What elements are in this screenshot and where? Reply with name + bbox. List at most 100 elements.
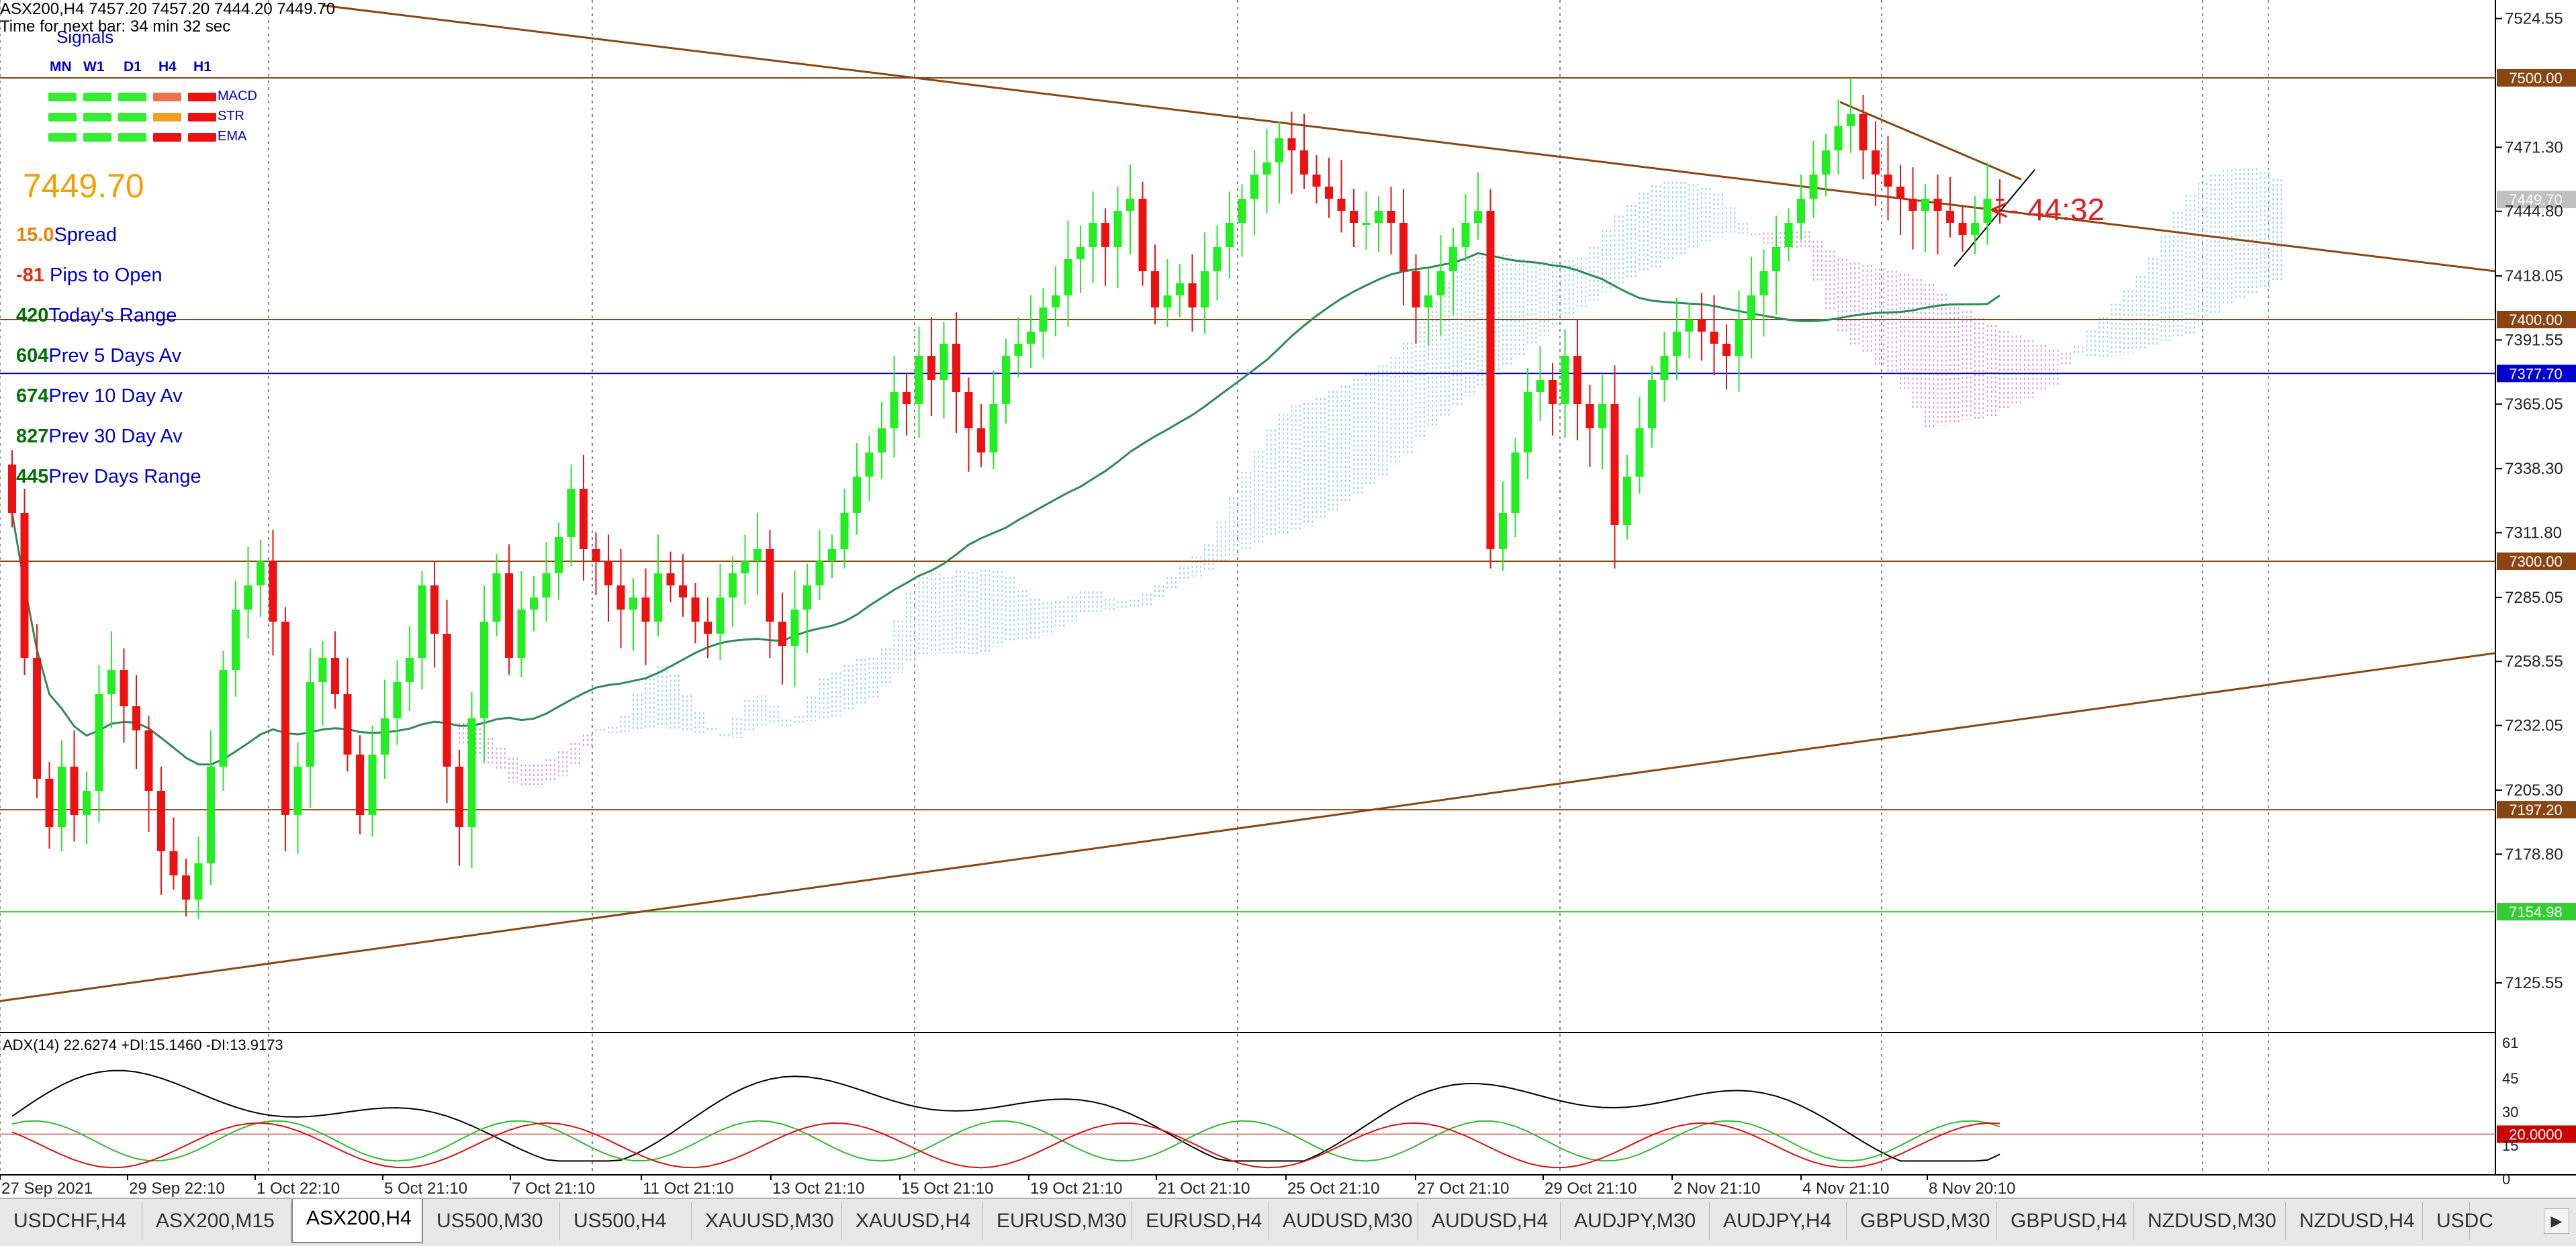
candle-body	[517, 610, 526, 658]
tab-us500-h4[interactable]: US500,H4	[560, 1202, 692, 1241]
signal-indicator	[188, 93, 216, 101]
candle-body	[753, 549, 762, 561]
candle-body	[8, 465, 16, 513]
current-price: 7449.70	[23, 167, 144, 205]
tab-nzdusd-h4[interactable]: NZDUSD,H4	[2286, 1202, 2423, 1241]
candle-body	[1573, 356, 1581, 404]
tab-us500-m30[interactable]: US500,M30	[423, 1202, 560, 1241]
candle-body	[1623, 477, 1631, 525]
level-tag	[2497, 801, 2576, 819]
y-tick-label: 7338.30	[2505, 460, 2563, 478]
tab-xauusd-h4[interactable]: XAUUSD,H4	[842, 1202, 983, 1241]
candle-body	[1673, 332, 1681, 356]
signal-indicator	[118, 113, 146, 122]
stat-row: -81 Pips to Open	[16, 265, 163, 287]
candle-body	[169, 851, 178, 875]
candle-body	[1797, 199, 1805, 223]
candle-body	[1126, 199, 1134, 211]
candle-body	[244, 585, 252, 610]
tab-audjpy-h4[interactable]: AUDJPY,H4	[1710, 1202, 1847, 1241]
candle-body	[616, 585, 625, 610]
minus-di-line	[11, 1122, 2000, 1169]
candle-body	[1287, 138, 1296, 150]
signal-indicator	[118, 93, 146, 101]
signal-indicator	[83, 133, 111, 142]
candle-body	[1101, 223, 1109, 247]
candle-body	[406, 658, 414, 682]
x-tick-label: 11 Oct 21:10	[643, 1180, 734, 1198]
y-tick-label: 7178.80	[2505, 845, 2563, 863]
adx-tick-label: 15	[2502, 1137, 2518, 1154]
y-tick-label: 7391.55	[2505, 331, 2563, 349]
tab-nzdusd-m30[interactable]: NZDUSD,M30	[2134, 1202, 2286, 1241]
stat-row: 674Prev 10 Day Av	[16, 385, 183, 408]
candle-body	[1983, 199, 1992, 223]
stat-label: Today's Range	[48, 305, 177, 326]
candle-body	[281, 622, 289, 815]
scroll-right-icon[interactable]: ▶	[2544, 1208, 2569, 1234]
candle-body	[679, 585, 687, 597]
tab-xauusd-m30[interactable]: XAUUSD,M30	[692, 1202, 842, 1241]
x-tick-label: 19 Oct 21:10	[1030, 1180, 1122, 1198]
candle-body	[306, 682, 314, 767]
candle-body	[1250, 175, 1258, 199]
candle-body	[492, 573, 501, 622]
candle-body	[132, 706, 140, 730]
x-tick-label: 21 Oct 21:10	[1158, 1180, 1250, 1198]
candle-body	[381, 718, 389, 755]
candle-body	[691, 597, 700, 622]
adx-line	[11, 1069, 2000, 1162]
timeframe-label: D1	[124, 59, 142, 75]
x-tick-label: 27 Sep 2021	[1, 1180, 93, 1198]
x-tick-label: 7 Oct 21:10	[512, 1180, 595, 1198]
candle-body	[58, 767, 66, 827]
stat-row: 15.0Spread	[16, 224, 117, 246]
candle-body	[1549, 380, 1557, 404]
resistance-trendline	[322, 4, 2496, 273]
x-tick-label: 2 Nov 21:10	[1673, 1180, 1760, 1198]
tab-audusd-h4[interactable]: AUDUSD,H4	[1418, 1202, 1561, 1241]
tab-usdchf-h4[interactable]: USDCHF,H4	[0, 1202, 142, 1241]
tab-asx200-h4[interactable]: ASX200,H4	[291, 1199, 423, 1243]
candle-body	[741, 561, 749, 573]
candle-body	[815, 561, 824, 585]
x-tick-label: 15 Oct 21:10	[901, 1180, 993, 1198]
stat-label: Prev 10 Day Av	[48, 385, 183, 407]
candle-body	[778, 622, 786, 646]
candle-body	[1076, 247, 1085, 259]
candle-body	[1946, 211, 1954, 223]
candle-body	[1747, 295, 1755, 320]
y-tick-label: 7444.80	[2505, 203, 2563, 221]
tab-asx200-m15[interactable]: ASX200,M15	[142, 1202, 291, 1241]
candle-body	[766, 549, 774, 622]
stat-label: Pips to Open	[44, 265, 163, 286]
candle-body	[70, 767, 79, 815]
x-tick-label: 8 Nov 20:10	[1929, 1180, 2015, 1198]
timeframe-label: H1	[193, 59, 212, 75]
candle-body	[1635, 428, 1644, 477]
candle-body	[269, 561, 277, 622]
candle-body	[803, 585, 811, 610]
symbol-header: ASX200,H4 7457.20 7457.20 7444.20 7449.7…	[0, 0, 336, 18]
tab-eurusd-m30[interactable]: EURUSD,M30	[983, 1202, 1132, 1241]
y-tick-label: 7232.05	[2505, 717, 2563, 735]
candle-body	[1685, 320, 1694, 332]
tab-gbpusd-m30[interactable]: GBPUSD,M30	[1847, 1202, 1997, 1241]
candle-body	[1784, 223, 1793, 247]
countdown-label: <- 44:32	[1990, 192, 2105, 227]
tab-gbpusd-h4[interactable]: GBPUSD,H4	[1997, 1202, 2134, 1241]
candle-body	[1561, 356, 1569, 404]
candle-body	[505, 573, 513, 658]
signal-indicator	[188, 133, 216, 142]
adx-level-tag	[2497, 1125, 2576, 1143]
wedge-upper-line	[1839, 101, 2022, 181]
candle-body	[1424, 295, 1432, 307]
tab-audjpy-m30[interactable]: AUDJPY,M30	[1561, 1202, 1710, 1241]
signal-indicator	[48, 93, 77, 101]
signal-indicator	[48, 133, 77, 142]
tab-eurusd-h4[interactable]: EURUSD,H4	[1132, 1202, 1269, 1241]
stat-label: Prev 5 Days Av	[48, 345, 182, 367]
tab-usdc[interactable]: USDC	[2423, 1202, 2493, 1241]
tab-audusd-m30[interactable]: AUDUSD,M30	[1269, 1202, 1418, 1241]
